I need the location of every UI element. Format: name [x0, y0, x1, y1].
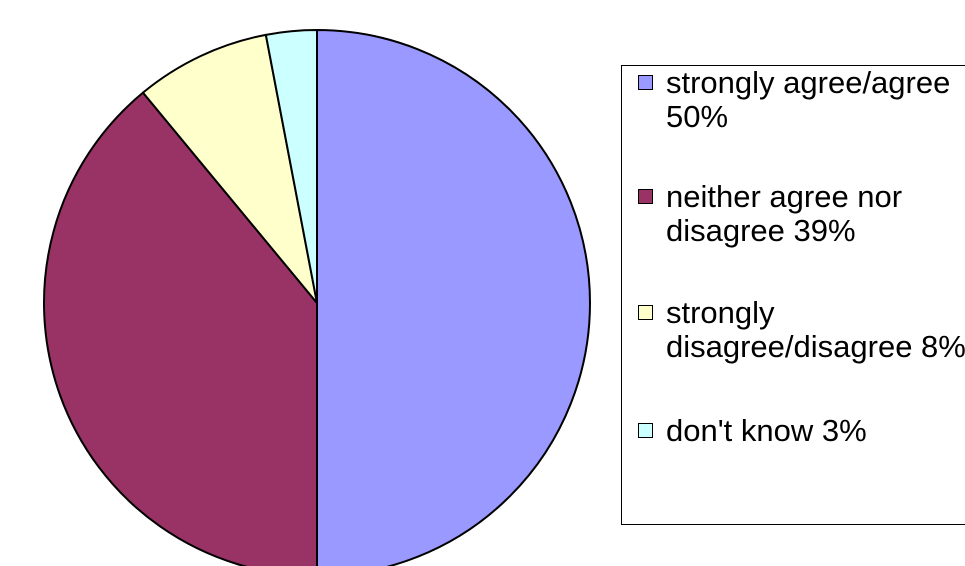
pie-slice-2 — [141, 33, 318, 304]
legend-label-strongly-disagree: strongly disagree/disagree 8% — [666, 295, 965, 364]
legend-label-dont-know: don't know 3% — [666, 413, 867, 448]
legend-label-strongly-agree: strongly agree/agree 50% — [666, 65, 951, 134]
pie-slice-3 — [264, 29, 318, 304]
chart-legend: strongly agree/agree 50% neither agree n… — [621, 65, 965, 525]
legend-swatch-neither — [638, 189, 653, 204]
legend-swatch-strongly-disagree — [638, 305, 653, 320]
legend-swatch-dont-know — [638, 423, 653, 438]
pie-slice-1 — [43, 91, 318, 566]
legend-swatch-strongly-agree — [638, 75, 653, 90]
pie-slice-0 — [316, 29, 591, 566]
legend-label-neither: neither agree nor disagree 39% — [666, 179, 903, 248]
pie-slices — [43, 29, 591, 566]
